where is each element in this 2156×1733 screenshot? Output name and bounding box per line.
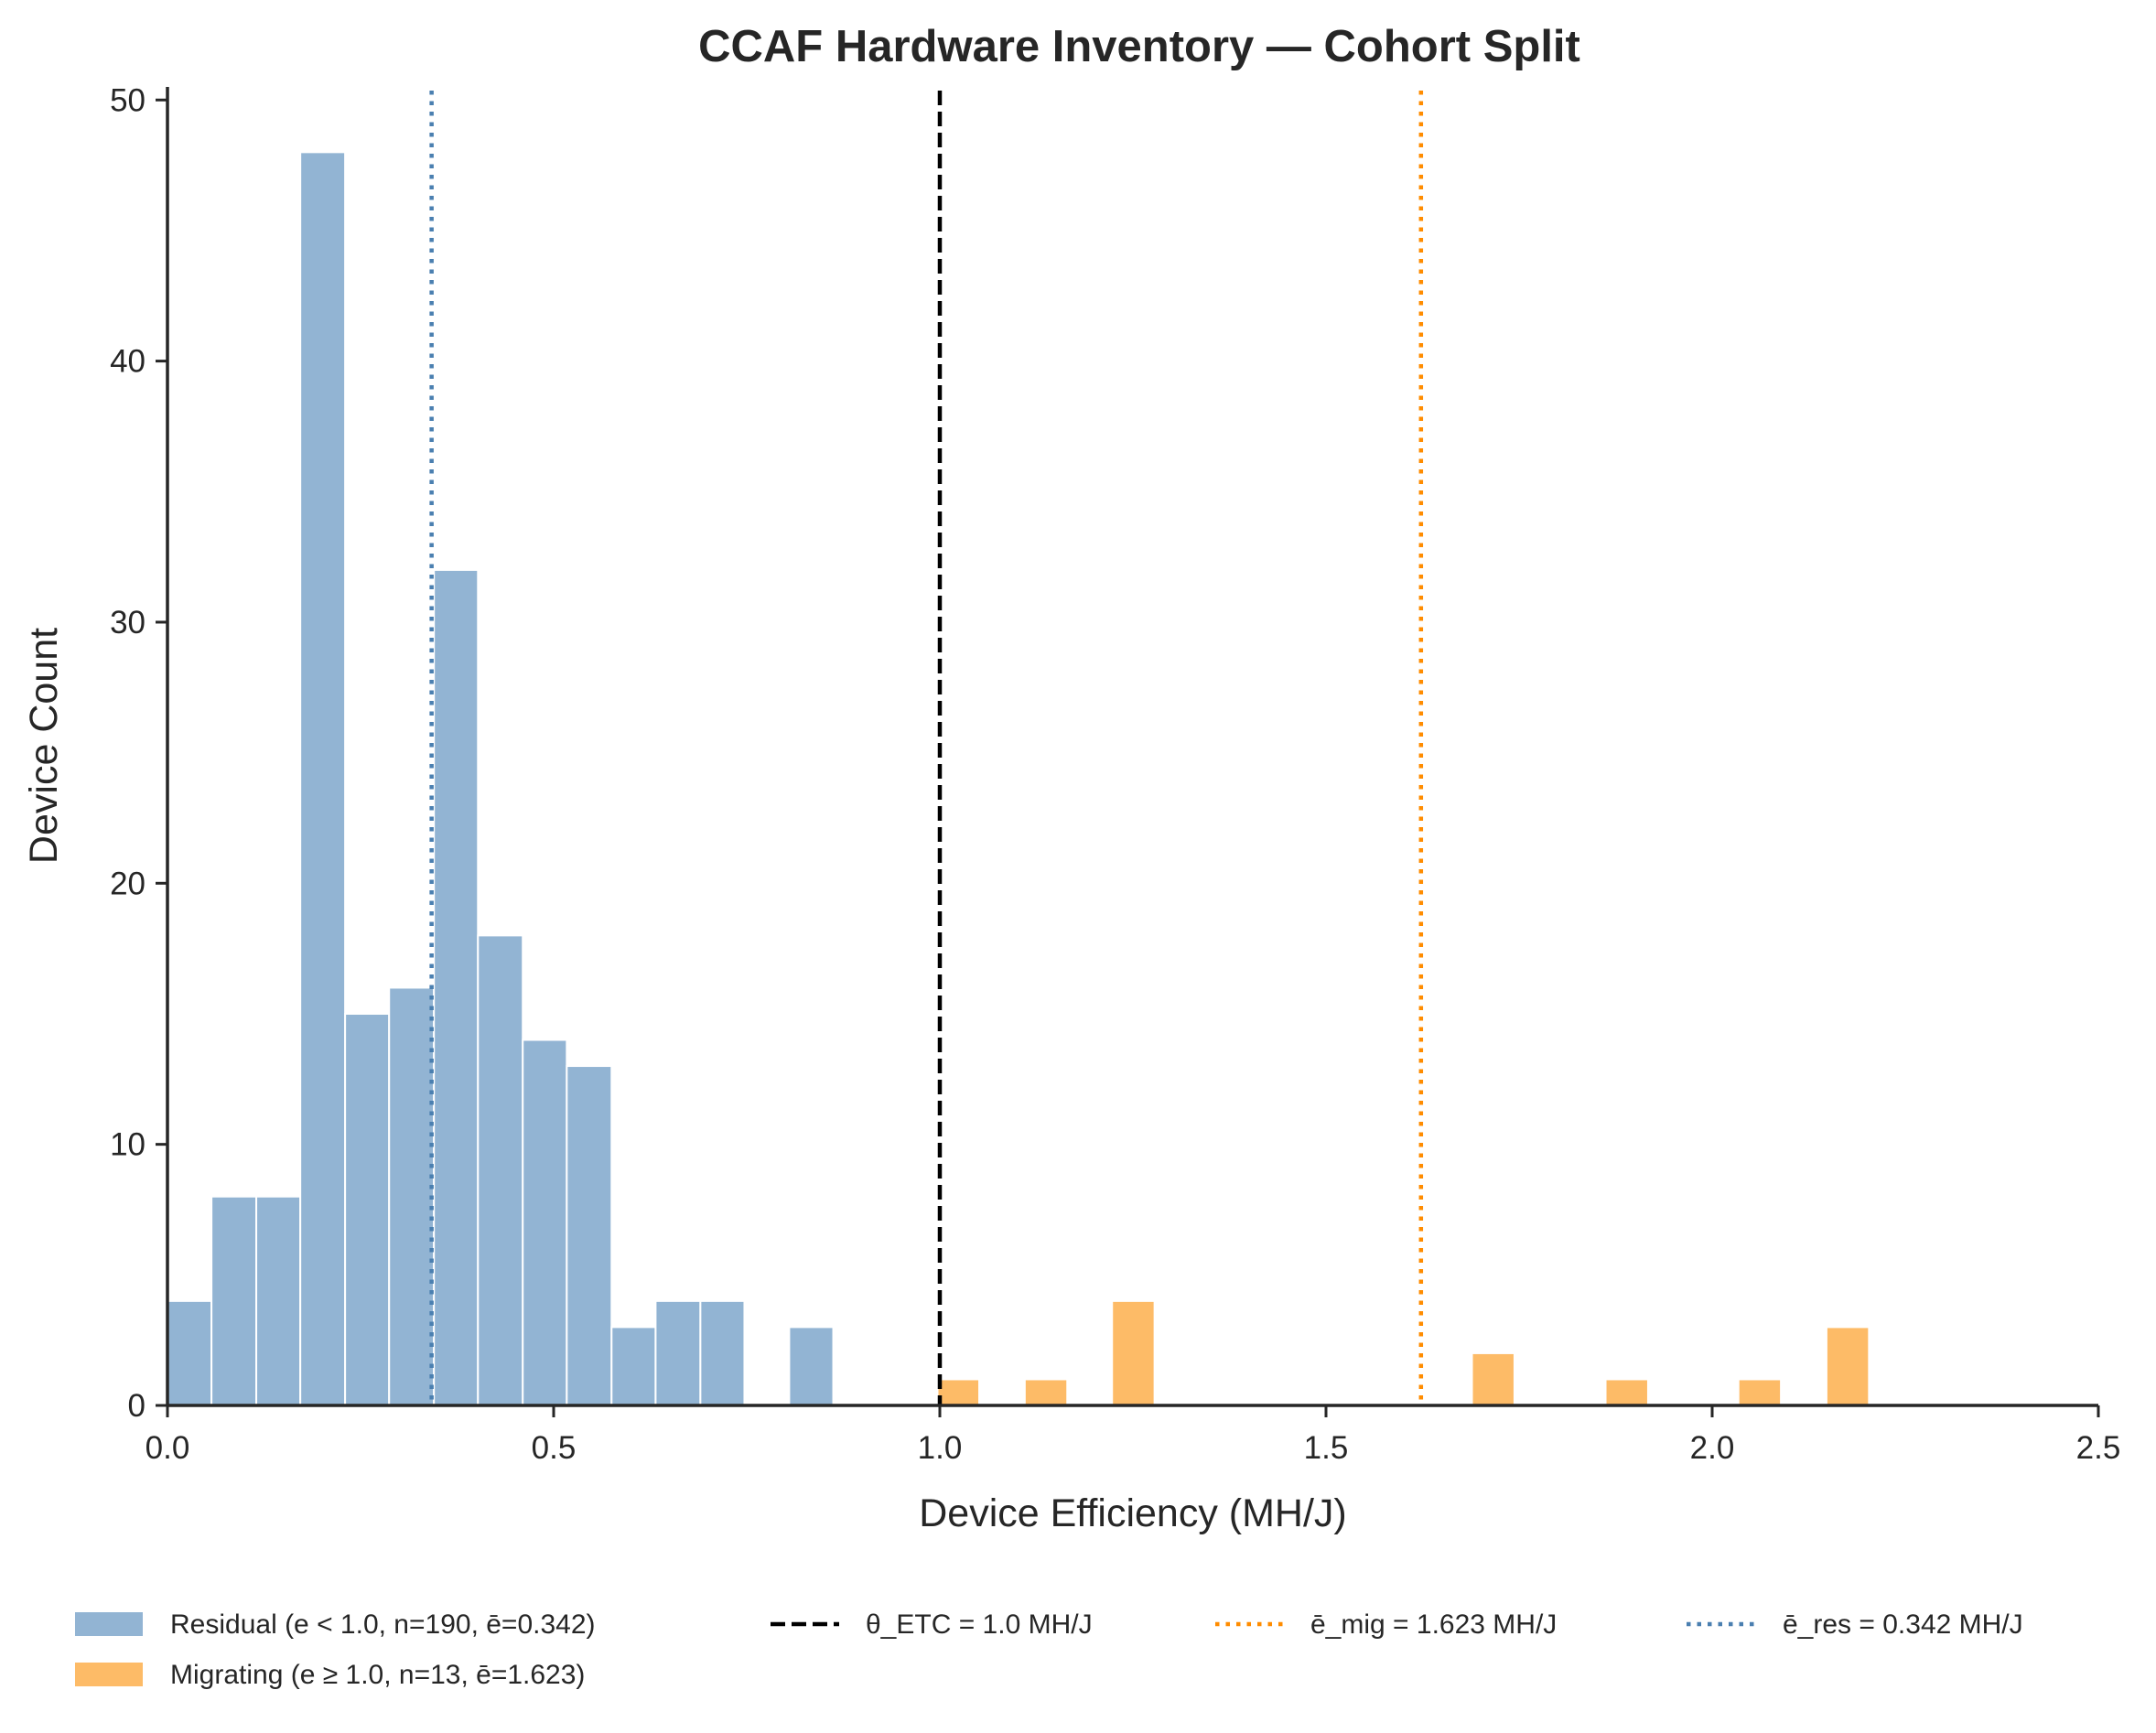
residual-bar (388, 986, 436, 1406)
residual-bar (522, 1039, 568, 1407)
residual-bars (167, 151, 835, 1407)
residual-bar (210, 1195, 258, 1406)
residual-bar (255, 1195, 302, 1406)
residual-bar (299, 151, 347, 1406)
y-tick-label: 0 (128, 1388, 146, 1424)
migrating-bars (936, 1299, 1870, 1406)
x-tick-label: 2.0 (1690, 1430, 1735, 1466)
migrating-bar (1737, 1378, 1783, 1406)
legend: Residual (e < 1.0, n=190, ē=0.342) Migra… (75, 1609, 2023, 1690)
migrating-bar (1023, 1378, 1069, 1406)
migrating-bar (1825, 1326, 1870, 1406)
y-axis-ticks: 0 10 20 30 40 50 (110, 82, 167, 1424)
x-tick-label: 0.5 (532, 1430, 577, 1466)
y-tick-label: 20 (110, 866, 146, 901)
reference-lines (429, 91, 1424, 1405)
migrating-bar (1471, 1351, 1515, 1406)
legend-swatch-residual (75, 1612, 143, 1636)
x-axis-ticks: 0.0 0.5 1.0 1.5 2.0 2.5 (146, 1405, 2121, 1466)
residual-bar (477, 934, 524, 1406)
residual-bar (699, 1299, 746, 1406)
y-tick-label: 30 (110, 605, 146, 640)
legend-swatch-migrating (75, 1663, 143, 1686)
migrating-bar (936, 1378, 981, 1406)
legend-label-mig: ē_mig = 1.623 MH/J (1310, 1609, 1557, 1640)
migrating-bar (1111, 1299, 1156, 1406)
residual-bar (788, 1326, 835, 1406)
residual-bar (344, 1012, 391, 1407)
y-axis-label: Device Count (22, 628, 66, 864)
y-tick-label: 50 (110, 82, 146, 118)
x-axis-label: Device Efficiency (MH/J) (919, 1491, 1347, 1535)
y-tick-label: 10 (110, 1127, 146, 1163)
chart-title: CCAF Hardware Inventory — Cohort Split (698, 22, 1580, 71)
legend-label-residual: Residual (e < 1.0, n=190, ē=0.342) (170, 1609, 596, 1640)
residual-bar (167, 1299, 213, 1406)
residual-bar (654, 1299, 702, 1406)
y-tick-label: 40 (110, 344, 146, 380)
legend-label-etc: θ_ETC = 1.0 MH/J (866, 1609, 1093, 1640)
migrating-bar (1604, 1378, 1649, 1406)
x-tick-label: 0.0 (146, 1430, 190, 1466)
legend-label-res: ē_res = 0.342 MH/J (1783, 1609, 2023, 1640)
legend-label-migrating: Migrating (e ≥ 1.0, n=13, ē=1.623) (170, 1660, 585, 1690)
residual-bar (566, 1065, 613, 1407)
x-tick-label: 2.5 (2076, 1430, 2121, 1466)
x-tick-label: 1.5 (1304, 1430, 1349, 1466)
residual-bar (433, 568, 480, 1406)
residual-bar (610, 1326, 657, 1406)
x-tick-label: 1.0 (918, 1430, 963, 1466)
